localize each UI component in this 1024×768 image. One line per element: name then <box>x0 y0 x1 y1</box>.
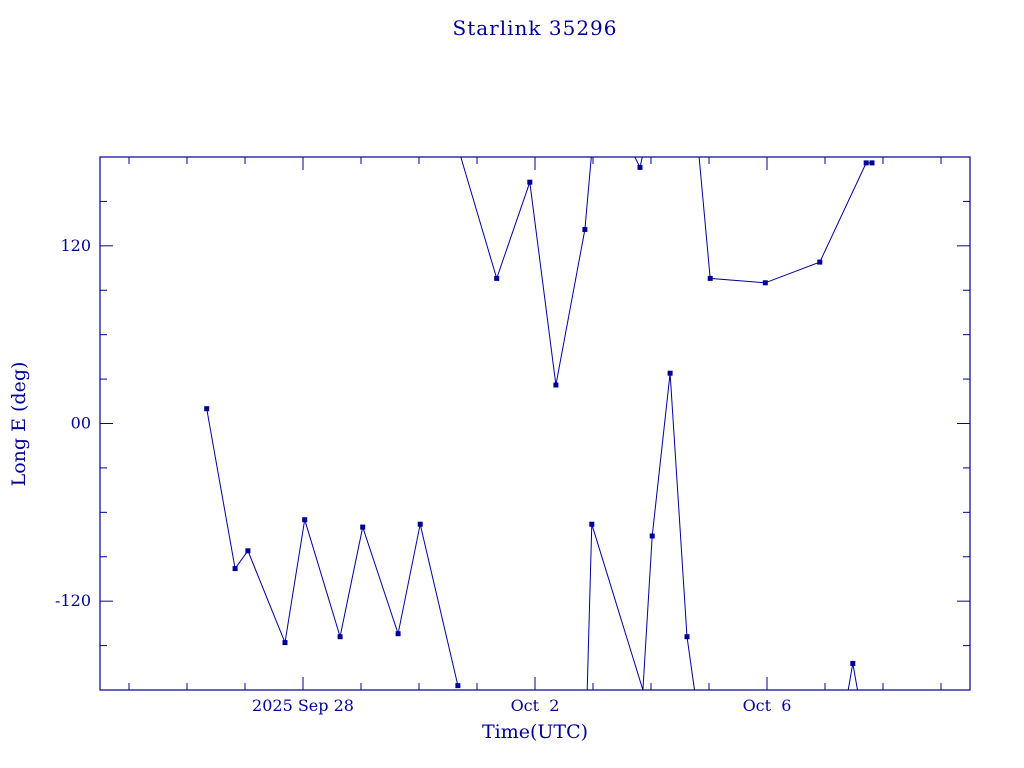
data-point-marker <box>455 683 461 689</box>
x-tick-label: Oct 6 <box>743 696 792 715</box>
x-tick-label: Oct 2 <box>511 696 560 715</box>
y-tick-label: -120 <box>55 591 91 610</box>
y-tick-label: 120 <box>60 236 91 255</box>
data-point-marker <box>204 406 210 412</box>
data-point-marker <box>494 275 500 281</box>
series-line-segment-1 <box>206 408 459 686</box>
data-point-marker <box>850 660 856 666</box>
data-point-marker <box>232 566 238 572</box>
series-line-segment-6 <box>847 663 858 691</box>
data-point-marker <box>817 259 823 265</box>
data-point-marker <box>582 227 588 232</box>
data-point-marker <box>282 640 288 646</box>
data-point-marker <box>302 517 308 523</box>
data-point-marker <box>637 164 643 170</box>
data-point-marker <box>527 179 533 185</box>
data-point-marker <box>553 382 559 388</box>
data-point-marker <box>684 634 690 640</box>
data-point-marker <box>589 521 595 527</box>
x-tick-label: 2025 Sep 28 <box>252 696 354 715</box>
x-axis-label: Time(UTC) <box>481 721 589 743</box>
data-point-marker <box>245 548 251 554</box>
data-point-marker <box>360 524 366 530</box>
series-line-segment-5 <box>698 156 872 284</box>
plot-frame <box>99 156 971 691</box>
y-tick-label: 00 <box>71 414 91 433</box>
data-point-marker <box>869 160 875 166</box>
data-point-marker <box>649 533 655 539</box>
series-line-segment-4 <box>586 373 695 691</box>
data-point-marker <box>395 631 401 637</box>
data-point-marker <box>863 160 869 166</box>
data-point-marker <box>667 370 673 376</box>
data-point-marker <box>762 280 768 286</box>
series-line-segment-2 <box>460 156 592 386</box>
data-point-marker <box>707 275 713 281</box>
data-point-marker <box>337 634 343 640</box>
chart-title: Starlink 35296 <box>452 16 618 40</box>
data-point-marker <box>417 521 423 527</box>
